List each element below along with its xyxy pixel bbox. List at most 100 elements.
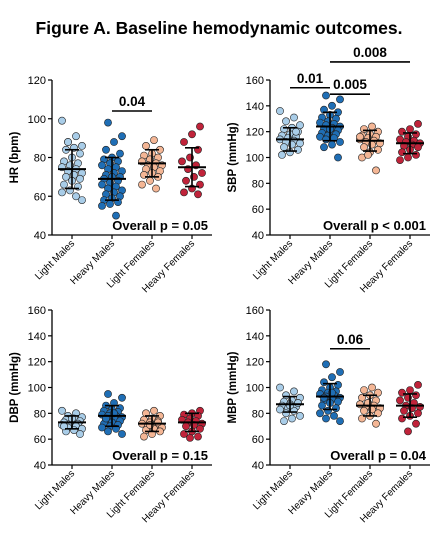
data-point	[64, 138, 72, 146]
significance-label: 0.005	[333, 77, 367, 92]
data-point	[186, 433, 194, 442]
y-tick-label: 100	[246, 153, 264, 165]
data-point	[112, 211, 120, 220]
significance-label: 0.04	[119, 94, 146, 109]
data-point	[198, 169, 206, 177]
y-tick-label: 160	[246, 305, 264, 317]
data-point	[290, 113, 298, 122]
data-point	[196, 122, 204, 131]
data-point	[336, 368, 344, 376]
data-point	[118, 132, 126, 141]
data-point	[98, 180, 106, 189]
data-point	[288, 414, 296, 423]
data-point	[414, 380, 422, 389]
data-point	[328, 373, 336, 382]
significance-label: 0.008	[353, 45, 387, 60]
y-axis-label: MBP (mmHg)	[227, 351, 239, 423]
data-point	[404, 153, 412, 162]
data-point	[416, 402, 424, 411]
y-tick-label: 120	[246, 357, 264, 369]
data-point	[118, 430, 126, 438]
data-point	[138, 180, 146, 189]
data-point	[58, 188, 66, 197]
data-point	[296, 411, 304, 420]
data-point	[282, 117, 290, 126]
data-point	[104, 390, 112, 398]
overall-p-label: Overall p = 0.15	[112, 448, 208, 463]
data-point	[152, 184, 160, 193]
data-point	[76, 149, 84, 158]
data-point	[360, 125, 368, 134]
data-point	[320, 393, 328, 402]
y-tick-label: 40	[252, 230, 264, 242]
data-point	[332, 404, 340, 413]
data-point	[368, 383, 376, 392]
data-point	[412, 130, 420, 139]
data-point	[374, 145, 382, 154]
data-point	[194, 432, 202, 441]
data-point	[146, 176, 154, 185]
data-point	[360, 406, 368, 415]
data-point	[188, 130, 196, 139]
y-axis-label: DBP (mmHg)	[9, 352, 21, 423]
data-point	[398, 127, 406, 136]
y-tick-label: 40	[34, 460, 46, 472]
data-point	[196, 424, 204, 433]
data-point	[322, 360, 330, 369]
data-point	[334, 380, 342, 389]
data-point	[294, 399, 302, 407]
data-point	[412, 419, 420, 428]
data-point	[182, 176, 190, 185]
y-tick-label: 160	[246, 75, 264, 87]
data-point	[360, 143, 368, 152]
data-point	[72, 192, 80, 201]
data-point	[406, 386, 414, 394]
y-tick-label: 140	[246, 331, 264, 343]
data-point	[398, 414, 406, 423]
significance-label: 0.06	[337, 332, 364, 347]
data-point	[116, 149, 124, 158]
data-point	[194, 190, 202, 199]
y-axis-label: SBP (mmHg)	[227, 122, 239, 192]
y-axis-label: HR (bpm)	[9, 131, 21, 183]
data-point	[150, 406, 158, 415]
data-point	[276, 405, 284, 414]
data-point	[78, 141, 86, 150]
y-tick-label: 160	[28, 305, 46, 317]
data-point	[292, 127, 300, 136]
y-tick-label: 120	[246, 127, 264, 139]
data-point	[276, 107, 284, 115]
data-point	[62, 172, 70, 181]
y-tick-label: 80	[34, 408, 46, 420]
data-point	[278, 150, 286, 159]
data-point	[406, 125, 414, 134]
data-point	[104, 427, 112, 436]
data-point	[118, 393, 126, 402]
data-point	[110, 138, 118, 146]
y-tick-label: 120	[28, 357, 46, 369]
data-point	[316, 409, 324, 418]
data-point	[72, 132, 80, 141]
figure-title: Figure A. Baseline hemodynamic outcomes.	[36, 18, 403, 38]
data-point	[360, 386, 368, 394]
data-point	[280, 125, 288, 134]
y-tick-label: 60	[252, 434, 264, 446]
data-point	[414, 120, 422, 128]
data-point	[106, 200, 114, 208]
data-point	[398, 148, 406, 157]
significance-label: 0.01	[297, 71, 324, 86]
x-tick-label: Light Males	[33, 468, 77, 512]
x-tick-label: Light Males	[251, 238, 295, 282]
data-point	[320, 378, 328, 387]
data-point	[396, 396, 404, 405]
y-tick-label: 40	[252, 460, 264, 472]
y-tick-label: 100	[246, 383, 264, 395]
data-point	[414, 143, 422, 152]
data-point	[320, 143, 328, 152]
data-point	[180, 188, 188, 197]
